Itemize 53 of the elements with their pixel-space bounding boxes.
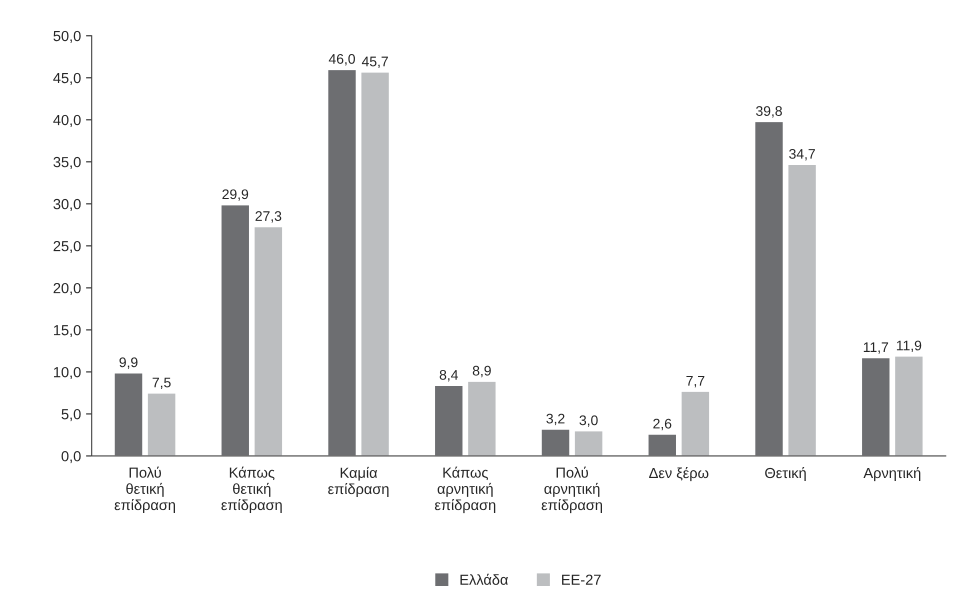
y-tick-label: 0,0 (62, 451, 81, 464)
data-label: 8,4 (440, 370, 458, 382)
data-label: 7,7 (686, 376, 704, 388)
y-tick-label: 15,0 (54, 324, 81, 338)
data-label: 3,0 (579, 415, 598, 427)
x-tick-label: Καμία επίδραση (328, 466, 388, 498)
data-label: 9,9 (120, 357, 138, 369)
data-label: 8,9 (472, 366, 491, 378)
data-label: 11,9 (896, 340, 922, 352)
x-tick-label: Κάπως αρνητική επίδραση (434, 466, 496, 514)
x-tick-label: Αρνητική (863, 467, 920, 482)
bar (860, 356, 891, 456)
bar (360, 71, 390, 456)
y-tick-label: 25,0 (54, 240, 81, 253)
bar (540, 428, 571, 456)
y-tick-label: 35,0 (53, 156, 81, 169)
y-tick-label: 10,0 (54, 367, 81, 380)
bar (253, 226, 284, 456)
x-tick-label: Πολύ αρνητική επίδραση (542, 466, 602, 514)
legend-label: ΕΕ-27 (562, 574, 601, 585)
bar (754, 120, 784, 456)
data-label: 34,7 (789, 148, 815, 160)
y-tick-label: 40,0 (53, 114, 81, 127)
data-label: 46,0 (328, 54, 355, 66)
bar (146, 392, 177, 456)
y-tick-label: 5,0 (62, 409, 81, 422)
data-label: 29,9 (222, 189, 248, 201)
x-tick-label: Κάπως θετική επίδραση (221, 466, 282, 514)
data-label: 3,2 (546, 414, 564, 426)
y-tick-label: 45,0 (53, 72, 81, 85)
bar (574, 430, 604, 456)
data-label: 27,3 (256, 211, 282, 223)
x-tick-label: Πολύ θετική επίδραση (114, 466, 175, 514)
data-label: 2,6 (653, 418, 672, 430)
bar (466, 380, 497, 456)
bar (680, 390, 710, 456)
bar (434, 384, 464, 456)
bar (326, 68, 358, 456)
bar (113, 372, 144, 456)
bar (894, 355, 924, 456)
bar (220, 204, 250, 456)
y-tick-label: 50,0 (53, 30, 81, 43)
data-label: 7,5 (152, 378, 171, 390)
bar (787, 164, 818, 456)
data-label: 45,7 (362, 56, 388, 68)
legend-label: Ελλάδα (460, 574, 508, 585)
data-label: 39,8 (756, 106, 782, 118)
bar (647, 433, 678, 456)
data-label: 11,7 (864, 342, 888, 354)
y-tick-label: 20,0 (54, 282, 81, 296)
x-tick-label: Δεν ξέρω (649, 467, 708, 482)
y-tick-label: 30,0 (53, 198, 81, 211)
x-tick-label: Θετική (765, 467, 806, 482)
